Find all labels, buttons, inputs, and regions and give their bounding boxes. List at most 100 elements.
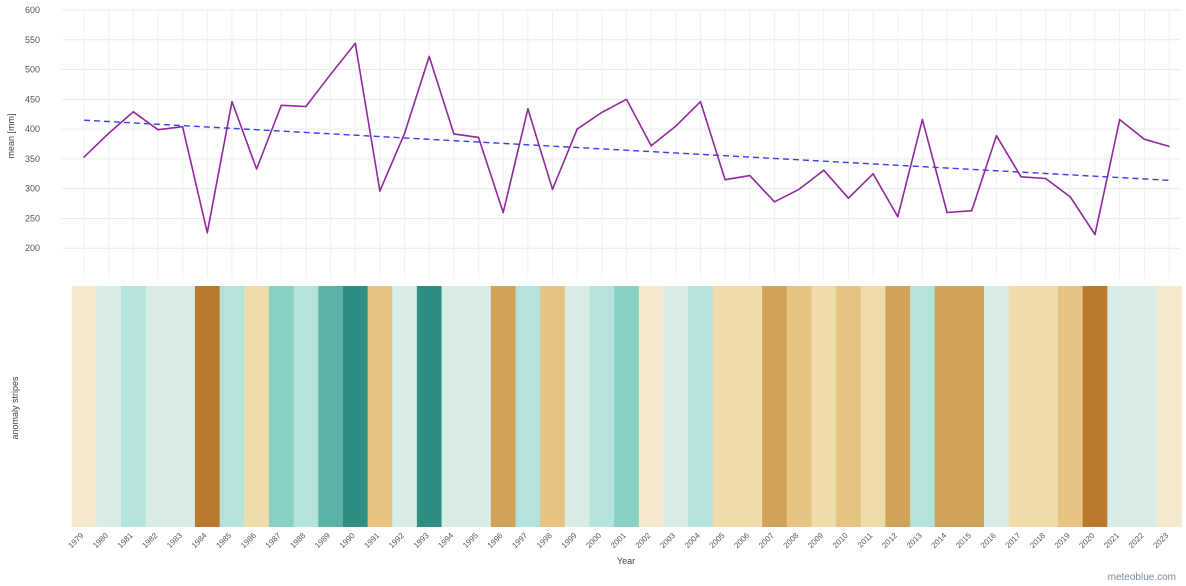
anomaly-stripe: [1033, 286, 1059, 527]
mean-point: [601, 111, 603, 114]
x-tick-label: 1981: [116, 531, 135, 550]
anomaly-stripe: [540, 286, 566, 527]
x-tick-label: 1997: [510, 531, 529, 550]
mean-point: [83, 156, 85, 158]
x-tick-label: 2011: [856, 531, 875, 550]
x-tick-label: 1984: [190, 531, 209, 550]
mean-point: [1069, 196, 1072, 198]
mean-point: [107, 132, 110, 135]
mean-point: [1020, 175, 1022, 178]
mean-point: [798, 188, 800, 191]
x-tick-label: 1989: [313, 531, 332, 550]
anomaly-stripe: [1082, 286, 1108, 527]
mean-point: [280, 104, 283, 107]
mean-point: [403, 132, 406, 135]
mean-point: [428, 55, 431, 58]
anomaly-stripe: [466, 286, 492, 527]
mean-point: [453, 133, 455, 135]
mean-point: [699, 100, 702, 103]
mean-point: [527, 108, 529, 110]
trend-line-layer: [83, 119, 1170, 182]
mean-point: [305, 105, 307, 108]
x-tick-label: 2006: [732, 531, 751, 550]
x-tick-label: 2001: [609, 531, 628, 550]
anomaly-stripe: [441, 286, 467, 527]
meteoblue-watermark: meteoblue.com: [1108, 572, 1176, 583]
mean-point: [921, 118, 924, 121]
x-tick-label: 2019: [1053, 531, 1072, 550]
y-axis-ticks: 200 250 300 350 400 450 500 550 600: [25, 5, 40, 253]
grid-lines: [62, 9, 1180, 278]
x-tick-label: 1987: [264, 531, 283, 550]
x-tick-label: 1996: [486, 531, 505, 550]
anomaly-stripe: [762, 286, 788, 527]
anomaly-stripe: [219, 286, 245, 527]
anomaly-stripe: [318, 286, 344, 527]
anomaly-stripe: [836, 286, 862, 527]
anomaly-stripe: [71, 286, 97, 527]
x-tick-label: 2018: [1028, 531, 1047, 550]
anomaly-stripe: [145, 286, 171, 527]
x-tick-label: 1990: [338, 531, 357, 550]
x-tick-label: 2013: [905, 531, 924, 550]
mean-point: [970, 209, 973, 212]
mean-point: [181, 125, 184, 128]
x-tick-label: 2004: [683, 531, 702, 550]
x-tick-label: 2014: [930, 531, 949, 550]
mean-point: [748, 174, 751, 177]
anomaly-stripe: [614, 286, 640, 527]
mean-point: [206, 231, 209, 234]
x-tick-label: 2002: [634, 531, 653, 550]
mean-point: [822, 169, 825, 172]
x-tick-label: 1992: [387, 531, 406, 550]
y-tick-label: 250: [25, 213, 40, 223]
mean-point: [354, 42, 357, 45]
anomaly-stripe: [984, 286, 1010, 527]
mean-point: [773, 200, 776, 203]
anomaly-stripe: [860, 286, 887, 527]
x-tick-label: 1995: [461, 531, 480, 550]
y-axis-title-bottom: anomaly stripes: [10, 376, 20, 440]
mean-point: [551, 188, 554, 191]
anomaly-stripe: [1008, 286, 1034, 527]
anomaly-stripe: [663, 286, 689, 527]
anomaly-stripe: [910, 286, 936, 527]
anomaly-stripe: [342, 286, 369, 527]
mean-point: [379, 190, 381, 192]
mean-point: [896, 215, 899, 218]
anomaly-stripe: [392, 286, 418, 527]
mean-point: [1118, 118, 1121, 121]
mean-point: [995, 134, 998, 137]
x-tick-label: 1991: [362, 531, 381, 550]
x-tick-label: 1980: [91, 531, 110, 550]
x-tick-label: 2007: [757, 531, 776, 550]
y-tick-label: 450: [25, 94, 40, 104]
x-tick-label: 1994: [436, 531, 455, 550]
x-tick-label: 1998: [535, 531, 554, 550]
mean-point: [132, 111, 135, 113]
anomaly-stripe: [638, 286, 665, 527]
x-tick-label: 2010: [831, 531, 850, 550]
y-tick-label: 200: [25, 243, 40, 253]
anomaly-stripe: [1132, 286, 1158, 527]
y-tick-label: 550: [25, 35, 40, 45]
mean-point: [1044, 177, 1047, 180]
mean-point: [650, 144, 652, 147]
anomaly-stripe: [170, 286, 196, 527]
mean-point: [255, 168, 258, 170]
anomaly-stripe: [367, 286, 393, 527]
anomaly-stripe: [564, 286, 591, 527]
anomaly-stripe: [712, 286, 739, 527]
x-tick-label: 2021: [1102, 531, 1121, 550]
y-tick-label: 500: [25, 65, 40, 75]
x-tick-label: 1986: [239, 531, 258, 550]
mean-point: [872, 172, 874, 175]
anomaly-stripe: [515, 286, 541, 527]
y-tick-label: 400: [25, 124, 40, 134]
mean-point: [477, 136, 480, 139]
anomaly-stripe: [490, 286, 517, 527]
y-tick-label: 600: [25, 5, 40, 15]
anomaly-stripe: [737, 286, 763, 527]
x-tick-label: 2000: [584, 531, 603, 550]
mean-point: [847, 197, 850, 199]
